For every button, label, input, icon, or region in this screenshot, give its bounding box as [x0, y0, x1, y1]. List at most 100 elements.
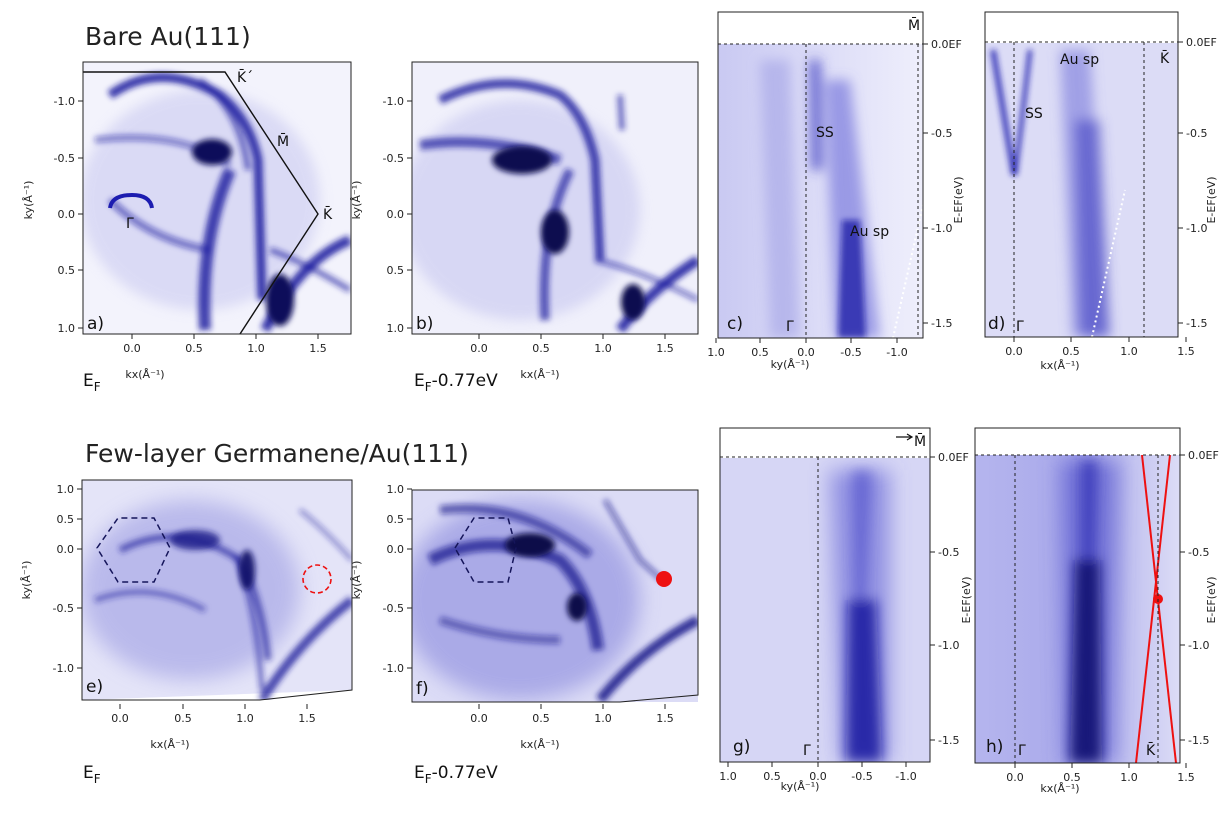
panel-f-ylabel: ky(Å⁻¹): [350, 561, 363, 600]
panel-h-image: [1060, 455, 1177, 763]
panel-f-image: [412, 490, 698, 702]
panel-b: b): [411, 61, 699, 335]
panel-e-xtick-label: 0.0: [111, 712, 129, 725]
panel-c-xtick-label: 1.0: [707, 346, 725, 359]
panel-h-etick-label: 0.0EF: [1188, 449, 1219, 462]
panel-c-label: c): [727, 314, 743, 334]
panel-c-gamma-label: Γ̄: [786, 319, 794, 335]
panel-c-ylabel: E-EF(eV): [952, 176, 965, 223]
panel-f-ytick-label: 0.5: [387, 513, 405, 526]
panel-c: SS Au sp Γ̄ M̄ c): [717, 11, 924, 339]
panel-e-condition: EF: [83, 763, 101, 786]
panel-c-xtick-label: -1.0: [886, 346, 907, 359]
panel-g-xlabel: ky(Å⁻¹): [781, 780, 820, 793]
panel-h-xtick-label: 0.0: [1006, 771, 1024, 784]
panel-c-etick-label: -1.0: [931, 222, 952, 235]
panel-c-m-label: M̄: [908, 16, 920, 34]
panel-a-ytick-label: 0.0: [58, 208, 76, 221]
panel-b-image: [412, 62, 698, 334]
panel-b-condition: EF-0.77eV: [414, 371, 498, 394]
panel-g-background: [720, 458, 930, 762]
panel-h-dirac-line-1: [1141, 455, 1177, 763]
panel-c-xtick-label: 0.0: [797, 346, 815, 359]
panel-h-xtick-label: 1.5: [1177, 771, 1195, 784]
panel-b-ytick-label: 0.5: [387, 264, 405, 277]
panel-e-ytick-label: -0.5: [53, 602, 74, 615]
panel-h-xtick-label: 1.0: [1120, 771, 1138, 784]
panel-g-xtick-label: 0.5: [763, 770, 781, 783]
panel-a-ytick-label: 0.5: [58, 264, 76, 277]
panel-g-xtick-label: 0.0: [809, 770, 827, 783]
panel-f-xtick-label: 0.5: [532, 712, 550, 725]
panel-a-point-gamma: Γ̄: [126, 216, 134, 232]
panel-h: Γ̄ K̄ h): [974, 427, 1181, 764]
panel-f-label: f): [416, 679, 429, 699]
panel-e-xtick-label: 0.5: [174, 712, 192, 725]
panel-d-xtick-label: 0.5: [1062, 345, 1080, 358]
panel-a-xlabel: kx(Å⁻¹): [125, 368, 164, 381]
panel-f-xtick-label: 1.0: [594, 712, 612, 725]
panel-g-etick-label: 0.0EF: [938, 451, 969, 464]
panel-d-xtick-label: 1.5: [1177, 345, 1195, 358]
panel-h-dirac-line-2: [1135, 455, 1171, 763]
panel-a-frame: [82, 61, 352, 335]
panel-h-ylabel: E-EF(eV): [1205, 576, 1218, 623]
panel-h-gamma-label: Γ̄: [1018, 743, 1026, 759]
panel-d-label: d): [988, 314, 1005, 334]
panel-e-hexagon: [96, 517, 171, 583]
panel-d-etick-label: -1.0: [1186, 222, 1207, 235]
panel-c-xtick-label: -0.5: [840, 346, 861, 359]
panel-f: f): [411, 489, 699, 703]
panel-g-m-label: M̄: [914, 432, 926, 450]
panel-h-etick-label: -0.5: [1188, 546, 1209, 559]
panel-e-ylabel: ky(Å⁻¹): [20, 561, 33, 600]
panel-b-ytick-label: -1.0: [383, 95, 404, 108]
panel-h-etick-label: -1.0: [1188, 639, 1209, 652]
panel-a-point-k: K̄: [323, 205, 333, 223]
panel-b-xtick-label: 1.5: [656, 342, 674, 355]
panel-c-etick-label: -0.5: [931, 127, 952, 140]
panel-h-k-label: K̄: [1146, 741, 1156, 759]
panel-a-xtick-label: 1.5: [309, 342, 327, 355]
panel-f-dirac-point: [656, 571, 672, 587]
panel-e-ytick-label: 0.0: [57, 543, 75, 556]
panel-c-image: [760, 60, 923, 338]
panel-h-etick-label: -1.5: [1188, 734, 1209, 747]
panel-a-ytick-label: 1.0: [58, 322, 76, 335]
panel-h-label: h): [986, 737, 1003, 757]
panel-c-etick-label: -1.5: [931, 317, 952, 330]
panel-e-dirac-circle: [302, 564, 332, 594]
panel-c-ausp-label: Au sp: [850, 224, 889, 240]
panel-b-xtick-label: 1.0: [594, 342, 612, 355]
panel-b-ylabel: ky(Å⁻¹): [350, 181, 363, 220]
title-bare-au: Bare Au(111): [85, 22, 251, 51]
panel-a-ylabel: ky(Å⁻¹): [22, 181, 35, 220]
title-germanene: Few-layer Germanene/Au(111): [85, 439, 469, 468]
panel-d-ylabel: E-EF(eV): [1205, 176, 1218, 223]
panel-f-condition: EF-0.77eV: [414, 763, 498, 786]
panel-e-image: [82, 480, 352, 700]
panel-a: K̄´ M̄ K̄ Γ̄ a): [82, 61, 352, 335]
panel-b-ytick-label: 0.0: [387, 208, 405, 221]
panel-g-xtick-label: -1.0: [895, 770, 916, 783]
panel-a-label: a): [87, 314, 104, 334]
panel-f-ytick-label: -0.5: [383, 602, 404, 615]
panel-b-ytick-label: 1.0: [387, 322, 405, 335]
panel-a-xtick-label: 1.0: [247, 342, 265, 355]
panel-e-ytick-label: 0.5: [57, 513, 75, 526]
panel-c-ss-label: SS: [816, 125, 834, 141]
panel-b-frame: [411, 61, 699, 335]
panel-b-xlabel: kx(Å⁻¹): [520, 368, 559, 381]
panel-h-xlabel: kx(Å⁻¹): [1040, 782, 1079, 795]
panel-a-point-m: M̄: [277, 132, 289, 150]
panel-d-etick-label: 0.0EF: [1186, 36, 1217, 49]
panel-f-hexagon: [454, 517, 517, 583]
panel-f-ytick-label: -1.0: [383, 662, 404, 675]
panel-f-xtick-label: 1.5: [656, 712, 674, 725]
panel-d-xlabel: kx(Å⁻¹): [1040, 359, 1079, 372]
panel-g-xtick-label: -0.5: [851, 770, 872, 783]
panel-f-frame: [411, 489, 699, 703]
panel-d: SS Au sp Γ̄ K̄ d): [984, 11, 1179, 338]
panel-a-ytick-label: -0.5: [54, 152, 75, 165]
panel-g-etick-label: -1.0: [938, 639, 959, 652]
